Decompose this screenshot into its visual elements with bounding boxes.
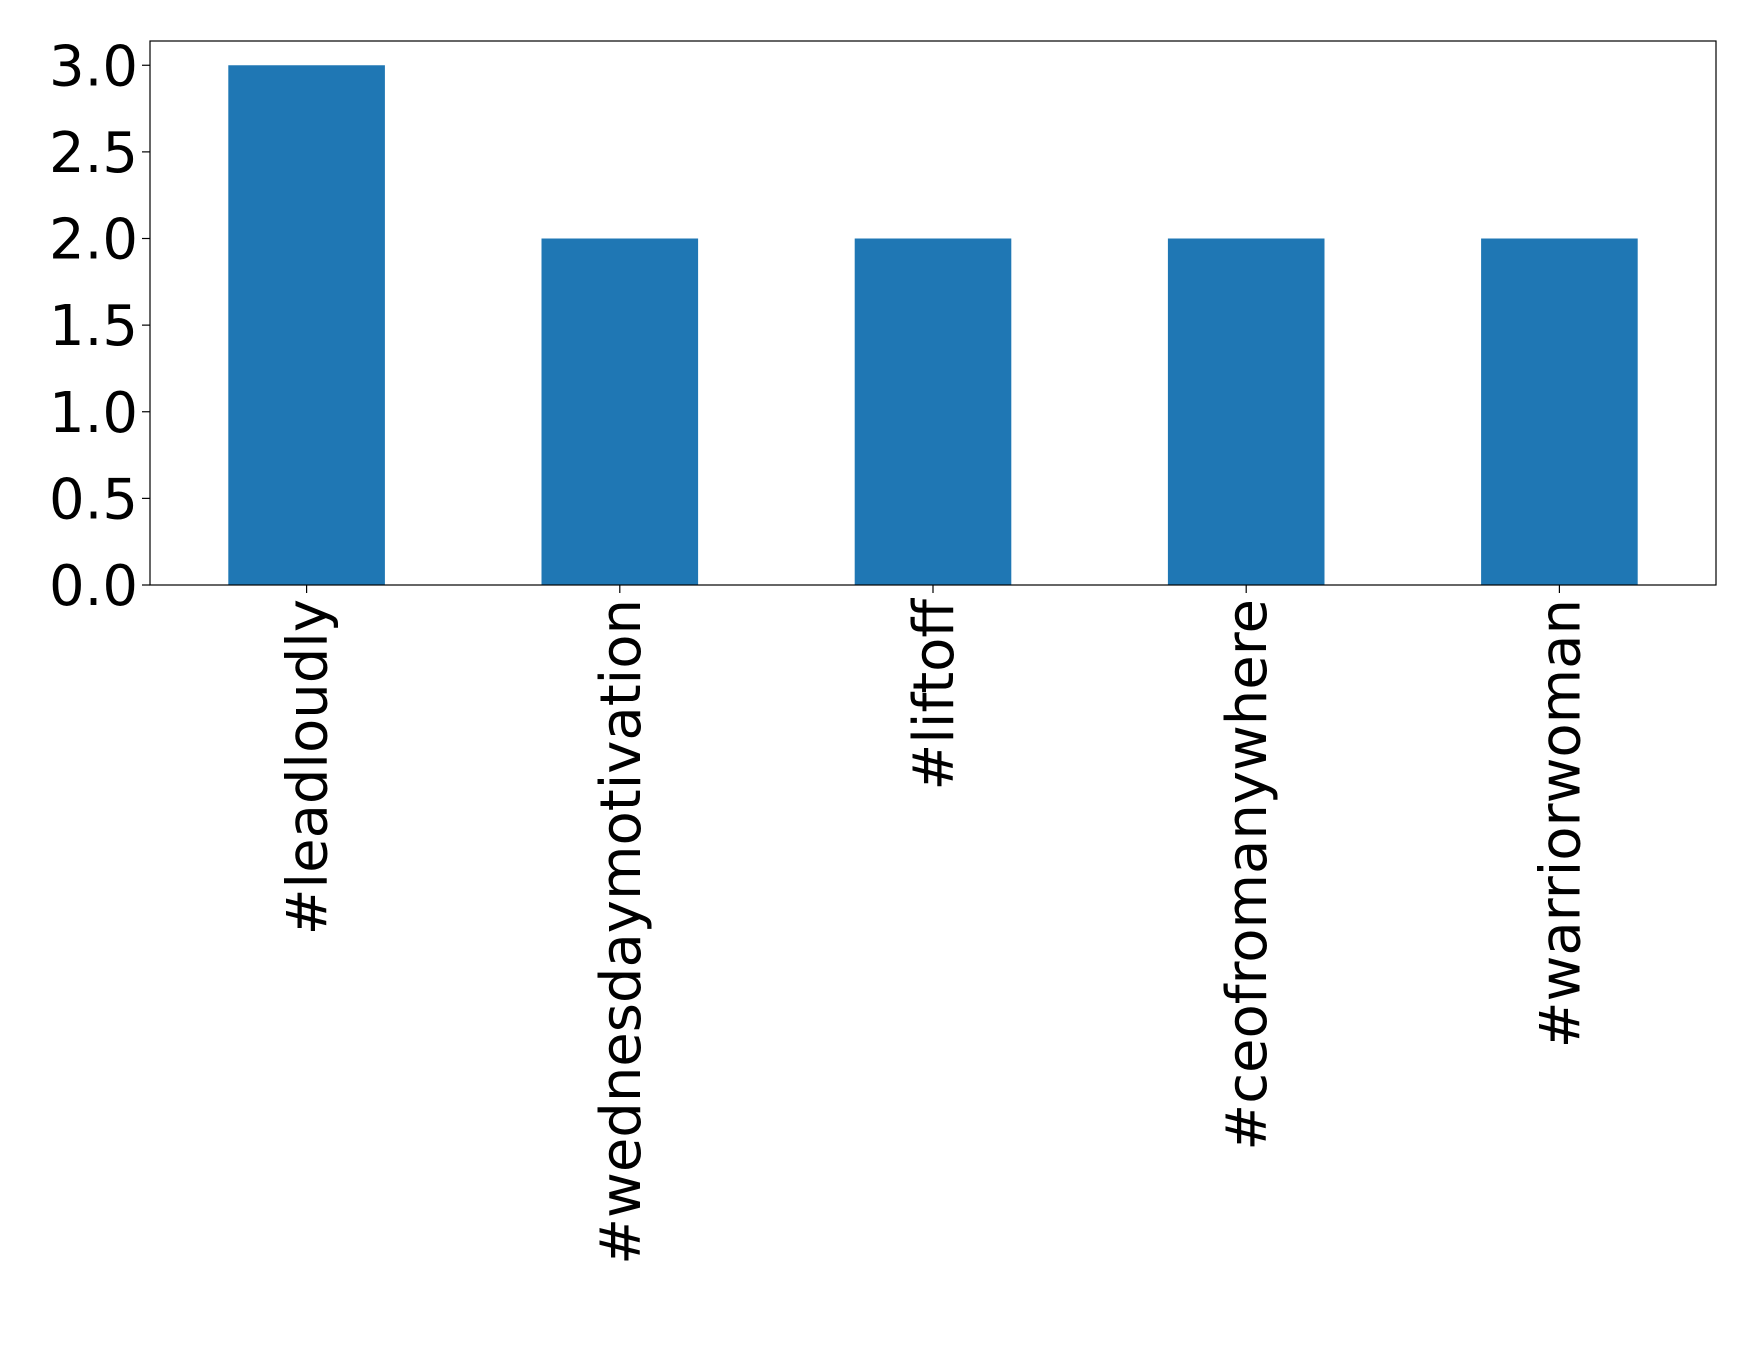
y-tick-label: 3.0 <box>49 34 138 99</box>
y-tick-label: 0.0 <box>49 554 138 619</box>
y-tick-label: 2.5 <box>49 121 138 186</box>
y-tick-label: 1.5 <box>49 294 138 359</box>
x-tick-label: #wednesdaymotivation <box>589 599 654 1265</box>
bar <box>542 239 699 585</box>
y-tick-label: 2.0 <box>49 208 138 273</box>
chart: 0.0 0.5 1.0 1.5 2.0 2.5 3.0 #leadloudly #wednesd… <box>0 0 1739 1371</box>
bar <box>1481 239 1638 585</box>
x-tick-label: #warriorwoman <box>1528 599 1593 1048</box>
x-tick-label: #liftoff <box>902 598 967 791</box>
y-tick-label: 0.5 <box>49 467 138 532</box>
y-tick-label: 1.0 <box>49 381 138 446</box>
x-tick-label: #ceofromanywhere <box>1215 599 1280 1151</box>
bar <box>1168 239 1325 585</box>
bar <box>228 65 385 585</box>
bar <box>855 239 1012 585</box>
x-tick-label: #leadloudly <box>276 599 341 935</box>
